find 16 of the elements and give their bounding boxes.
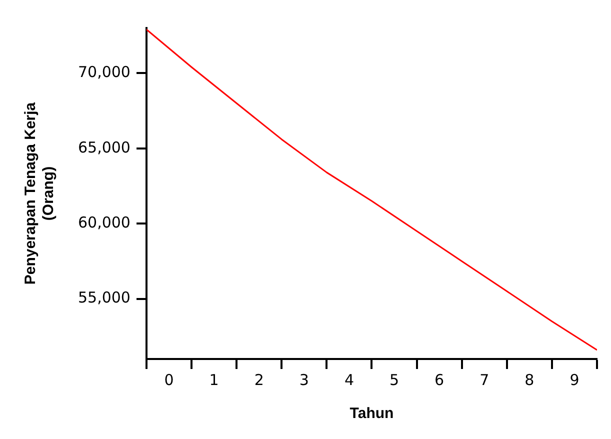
y-tick-label: 65,000 (78, 138, 130, 156)
y-tick-label: 60,000 (78, 213, 130, 232)
x-tick-label: 6 (434, 370, 444, 389)
x-tick-label: 2 (254, 370, 264, 389)
x-tick-label: 4 (344, 370, 354, 389)
x-tick-label: 9 (570, 370, 580, 389)
y-axis-title: Penyerapan Tenaga Kerja (Orang) (22, 102, 58, 285)
x-tick-label: 3 (299, 370, 309, 389)
x-axis-title: Tahun (350, 405, 394, 422)
x-tick-label: 1 (209, 370, 219, 389)
y-tick-label: 55,000 (78, 288, 130, 307)
x-tick-label: 0 (164, 370, 174, 389)
x-tick-label: 8 (524, 370, 534, 389)
y-tick-label: 70,000 (78, 63, 130, 82)
x-tick-label: 5 (389, 370, 400, 389)
x-tick-label: 7 (480, 370, 490, 389)
